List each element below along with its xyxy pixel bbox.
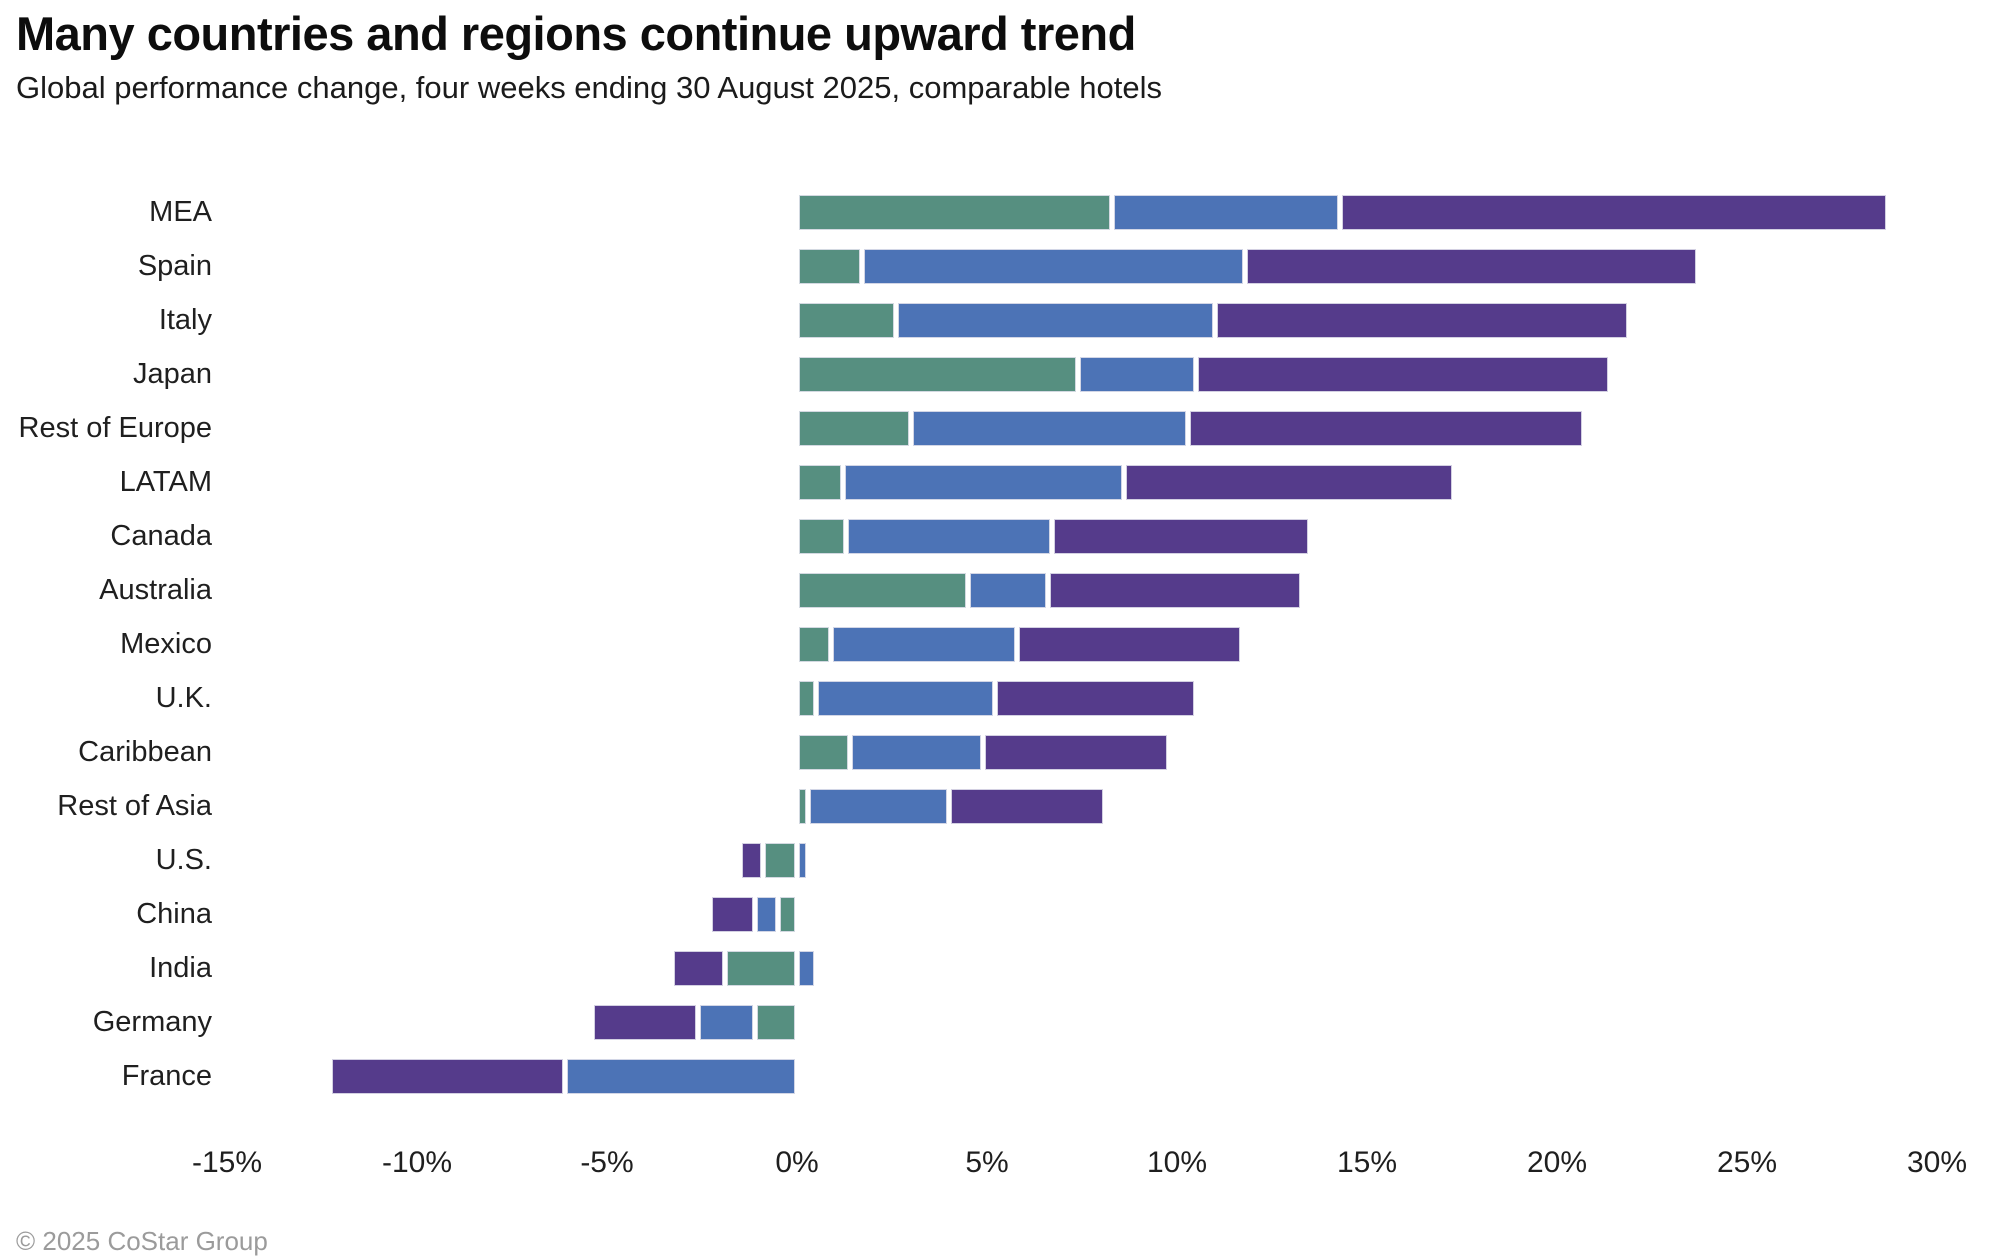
bar-segment-purple xyxy=(331,1059,564,1094)
bar-segment-green xyxy=(799,465,841,500)
bar-segment-purple xyxy=(985,735,1168,770)
bar-segment-blue xyxy=(1080,357,1194,392)
category-label: Mexico xyxy=(120,628,212,660)
category-label: U.S. xyxy=(155,844,212,876)
category-label: MEA xyxy=(149,196,212,228)
bar-segment-green xyxy=(799,789,807,824)
bar-segment-purple xyxy=(996,681,1194,716)
bar-segment-purple xyxy=(1342,195,1886,230)
x-axis-tick-label: 25% xyxy=(1716,1146,1778,1179)
chart-subtitle: Global performance change, four weeks en… xyxy=(16,70,1163,105)
category-label: Germany xyxy=(92,1006,212,1038)
bar-segment-blue xyxy=(848,519,1050,554)
bar-segment-green xyxy=(764,843,795,878)
category-label: Canada xyxy=(110,520,212,552)
bar-segment-green xyxy=(757,1005,795,1040)
bar-segment-green xyxy=(799,357,1077,392)
bar-segment-purple xyxy=(1049,573,1301,608)
bar-segment-blue xyxy=(757,897,776,932)
bar-segment-purple xyxy=(1217,303,1628,338)
bar-segment-green xyxy=(799,627,830,662)
bar-segment-blue xyxy=(852,735,982,770)
category-label: Spain xyxy=(137,250,212,282)
category-label: India xyxy=(149,952,212,984)
bar-segment-green xyxy=(799,573,966,608)
x-axis-tick-label: -15% xyxy=(191,1146,263,1179)
x-axis-tick-label: 20% xyxy=(1526,1146,1588,1179)
bar-segment-purple xyxy=(1190,411,1582,446)
x-axis-tick-label: -10% xyxy=(381,1146,453,1179)
x-axis-tick-label: 30% xyxy=(1906,1146,1968,1179)
bar-segment-blue xyxy=(700,1005,754,1040)
category-label: LATAM xyxy=(119,466,212,498)
bar-segment-purple xyxy=(593,1005,697,1040)
bar-segment-green xyxy=(799,195,1111,230)
bar-segment-blue xyxy=(818,681,993,716)
bar-segment-green xyxy=(799,411,909,446)
category-label: Australia xyxy=(99,574,212,606)
category-label: U.K. xyxy=(155,682,212,714)
bar-segment-blue xyxy=(863,249,1244,284)
bar-segment-purple xyxy=(711,897,754,932)
category-label: Rest of Asia xyxy=(57,790,212,822)
x-axis-tick-label: 5% xyxy=(965,1146,1009,1179)
category-label: Italy xyxy=(158,304,212,336)
copyright-text: © 2025 CoStar Group xyxy=(16,1226,268,1256)
bar-segment-green xyxy=(799,519,845,554)
bar-segment-green xyxy=(780,897,795,932)
chart-title: Many countries and regions continue upwa… xyxy=(16,7,1136,60)
bar-segment-purple xyxy=(673,951,723,986)
category-label: China xyxy=(136,898,212,930)
bar-segment-green xyxy=(799,735,849,770)
category-label: Caribbean xyxy=(78,736,212,768)
bar-segment-blue xyxy=(567,1059,795,1094)
bar-segment-purple xyxy=(1125,465,1453,500)
bar-segment-blue xyxy=(833,627,1016,662)
bar-segment-blue xyxy=(897,303,1213,338)
bar-segment-blue xyxy=(970,573,1046,608)
x-axis-tick-label: -5% xyxy=(580,1146,634,1179)
bar-segment-purple xyxy=(1198,357,1609,392)
bar-segment-purple xyxy=(742,843,761,878)
bar-segment-blue xyxy=(799,843,807,878)
x-axis-tick-label: 15% xyxy=(1336,1146,1398,1179)
x-axis-tick-label: 10% xyxy=(1146,1146,1208,1179)
bar-segment-green xyxy=(726,951,795,986)
x-axis-tick-label: 0% xyxy=(775,1146,819,1179)
bar-segment-purple xyxy=(1053,519,1308,554)
bar-segment-blue xyxy=(844,465,1122,500)
bar-segment-green xyxy=(799,681,814,716)
bar-segment-green xyxy=(799,303,894,338)
bar-segment-purple xyxy=(1247,249,1696,284)
bar-segment-purple xyxy=(951,789,1103,824)
bar-segment-blue xyxy=(913,411,1187,446)
category-label: Rest of Europe xyxy=(18,412,212,444)
bar-segment-blue xyxy=(810,789,947,824)
bar-segment-purple xyxy=(1019,627,1240,662)
category-label: France xyxy=(121,1060,212,1092)
bar-segment-green xyxy=(799,249,860,284)
category-label: Japan xyxy=(132,358,212,390)
bar-segment-blue xyxy=(799,951,814,986)
bar-segment-blue xyxy=(1114,195,1339,230)
